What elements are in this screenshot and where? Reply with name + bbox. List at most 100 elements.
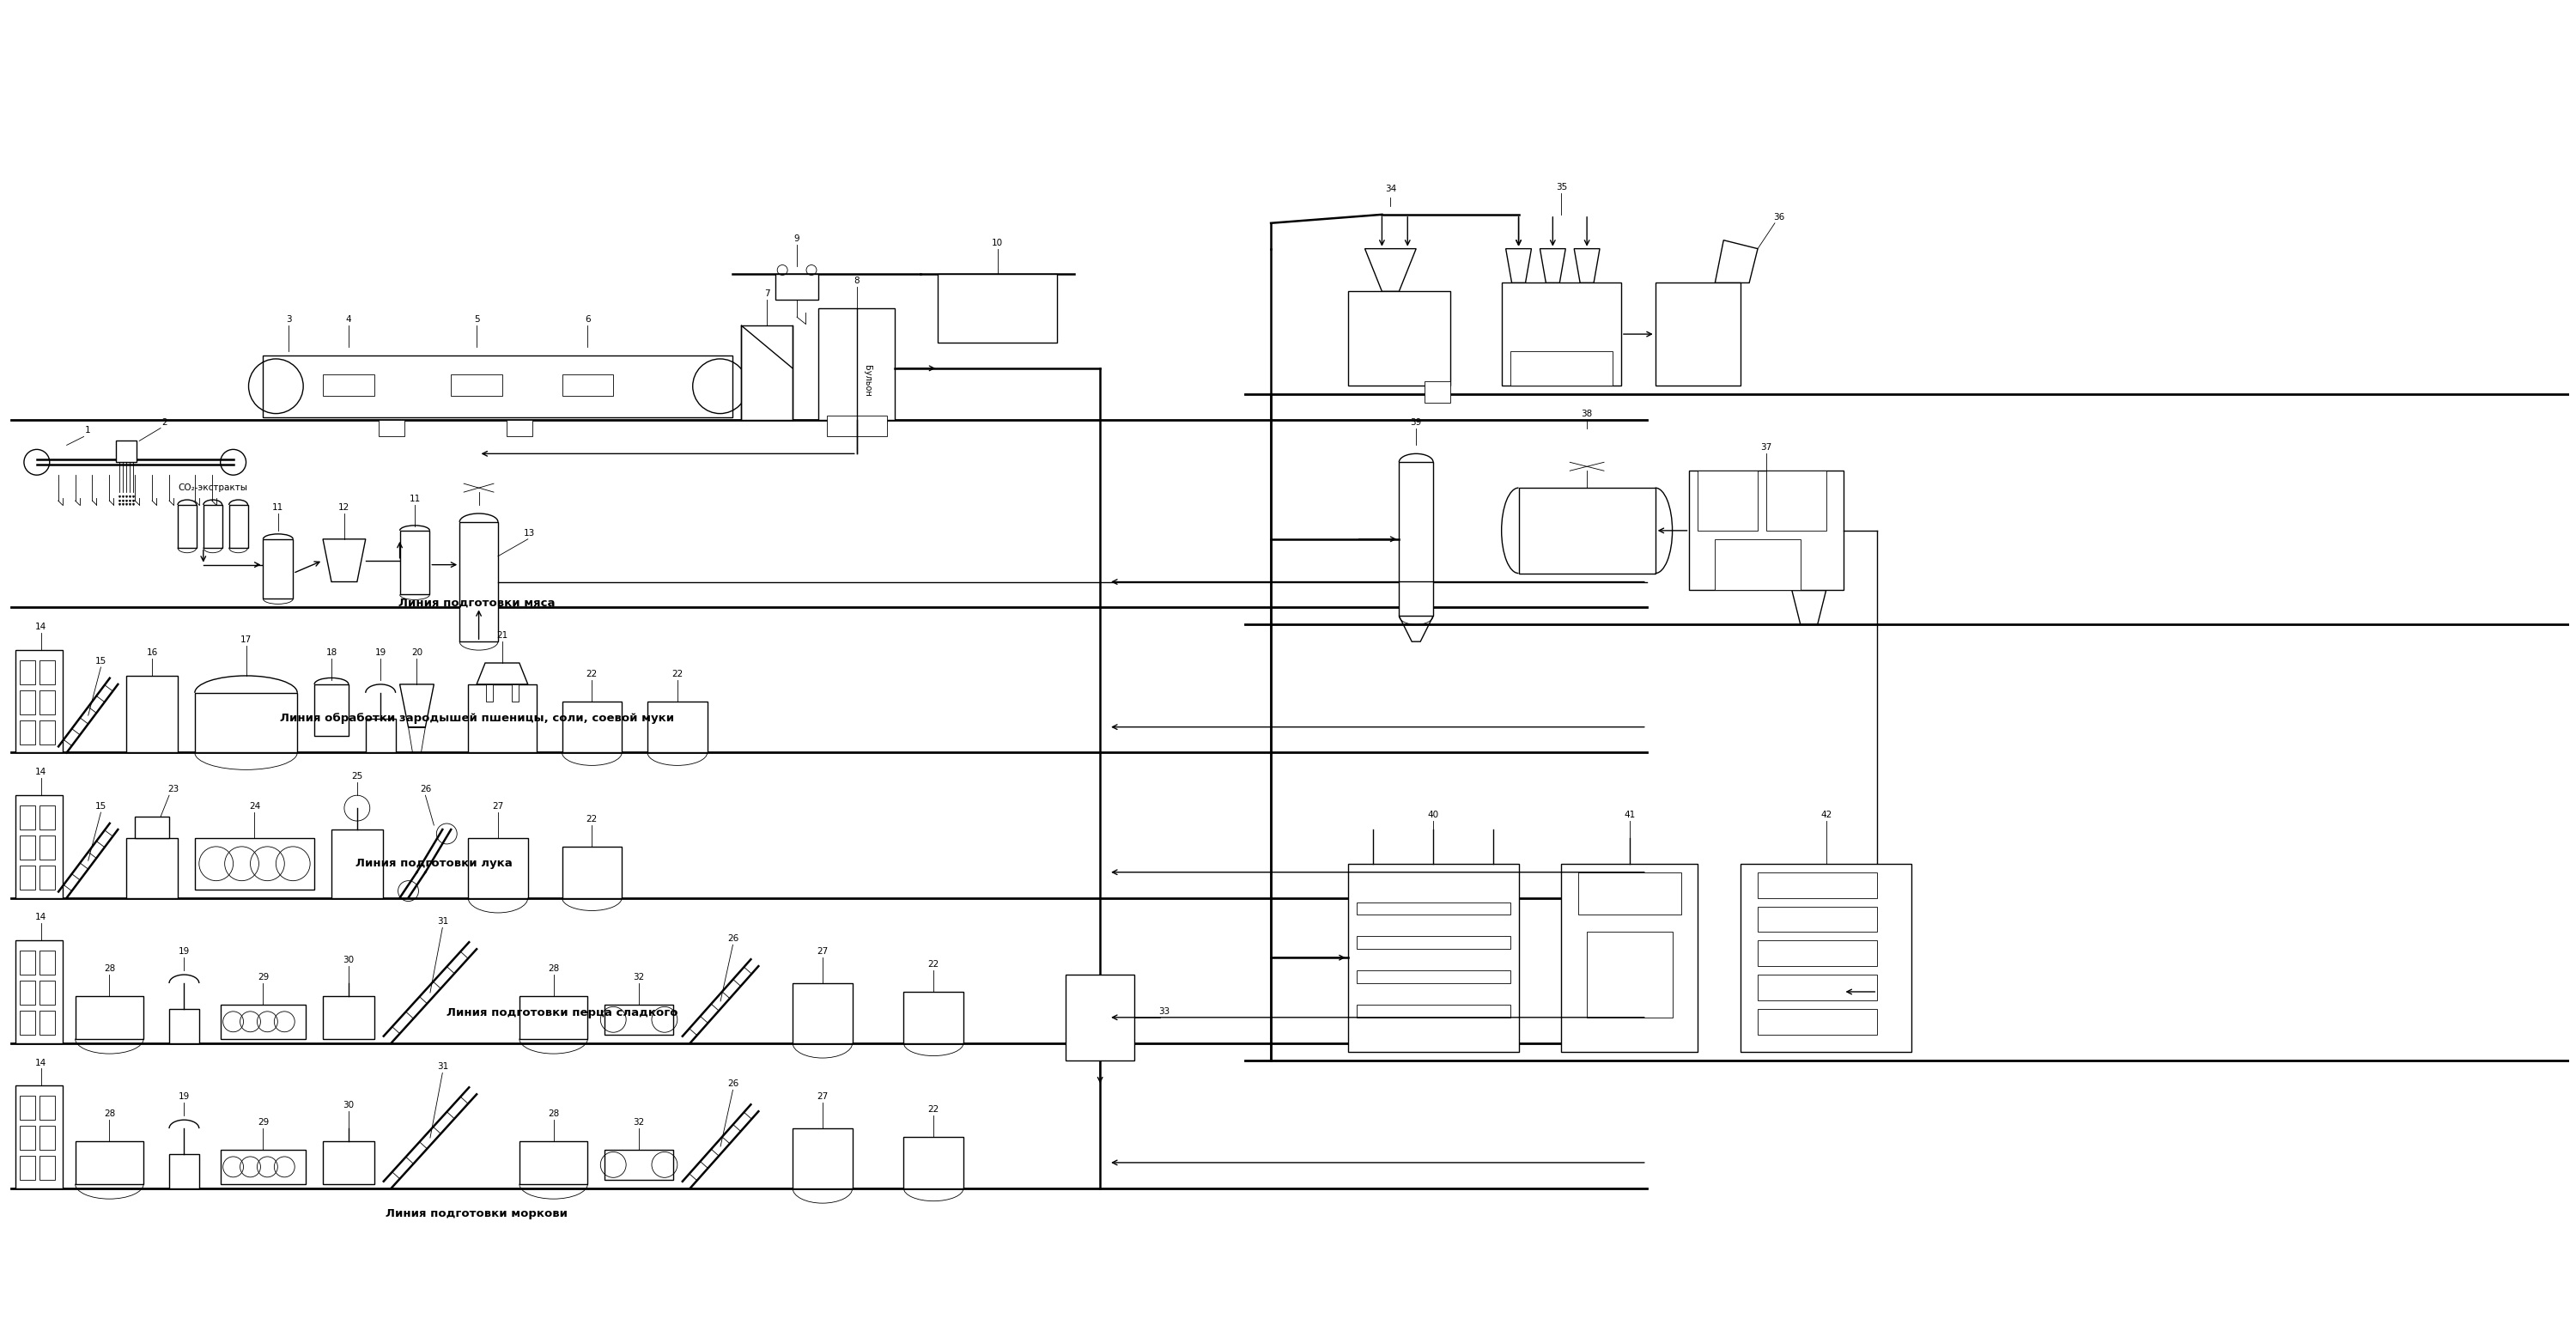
Bar — [1425, 381, 1450, 402]
Text: 28: 28 — [549, 964, 559, 973]
Bar — [39, 951, 54, 975]
Bar — [39, 836, 54, 860]
Text: 35: 35 — [1556, 183, 1566, 191]
Text: 27: 27 — [817, 1092, 829, 1102]
Bar — [1587, 932, 1672, 1017]
Bar — [21, 1096, 36, 1120]
Bar — [520, 996, 587, 1039]
Bar — [507, 420, 533, 437]
Text: 8: 8 — [853, 277, 860, 285]
Bar — [1358, 1004, 1510, 1017]
Text: 22: 22 — [672, 670, 683, 678]
Bar — [520, 1142, 587, 1185]
Bar — [1520, 488, 1656, 574]
Text: 23: 23 — [167, 785, 180, 794]
Bar — [513, 685, 518, 702]
Text: 1: 1 — [85, 427, 90, 435]
Text: 40: 40 — [1427, 810, 1440, 820]
Bar — [322, 1142, 374, 1185]
Text: 31: 31 — [438, 917, 448, 927]
Bar — [399, 531, 430, 595]
Bar — [196, 693, 296, 753]
Text: 33: 33 — [1159, 1007, 1170, 1016]
Bar — [1698, 471, 1757, 531]
Bar — [39, 1126, 54, 1150]
Bar — [1579, 872, 1682, 915]
Bar — [742, 326, 793, 420]
Bar — [39, 1155, 54, 1179]
Bar — [938, 274, 1056, 342]
Text: 2: 2 — [162, 417, 167, 427]
Bar — [1757, 940, 1878, 967]
Bar — [1510, 352, 1613, 385]
Text: 28: 28 — [103, 1110, 116, 1118]
Bar — [469, 838, 528, 898]
Bar — [314, 685, 348, 735]
Bar — [170, 1154, 198, 1189]
Text: 20: 20 — [412, 648, 422, 656]
Text: 28: 28 — [549, 1110, 559, 1118]
Bar — [1690, 471, 1844, 591]
Bar — [332, 829, 384, 898]
Text: 31: 31 — [438, 1063, 448, 1071]
Bar — [21, 980, 36, 1004]
Text: 11: 11 — [273, 503, 283, 512]
Bar — [39, 660, 54, 685]
Bar — [562, 846, 621, 898]
Text: Линия подготовки лука: Линия подготовки лука — [355, 858, 513, 869]
Bar — [39, 690, 54, 714]
Bar — [21, 1155, 36, 1179]
Text: 10: 10 — [992, 238, 1002, 247]
Text: 7: 7 — [765, 290, 770, 298]
Bar — [21, 865, 36, 889]
Text: 19: 19 — [178, 948, 191, 956]
Text: 17: 17 — [240, 635, 252, 644]
Text: 14: 14 — [36, 767, 46, 777]
Text: 28: 28 — [103, 964, 116, 973]
Bar — [15, 940, 62, 1043]
Bar — [1716, 539, 1801, 591]
Bar — [75, 1142, 144, 1185]
Text: 32: 32 — [634, 1118, 644, 1127]
Bar — [21, 806, 36, 829]
Bar — [39, 980, 54, 1004]
Bar — [75, 996, 144, 1039]
Text: 15: 15 — [95, 802, 106, 810]
Bar — [178, 505, 196, 548]
Text: 26: 26 — [420, 785, 430, 794]
Bar — [1502, 283, 1620, 385]
Text: 25: 25 — [350, 773, 363, 781]
Text: 13: 13 — [523, 529, 536, 537]
Text: CO₂-экстракты: CO₂-экстракты — [178, 484, 247, 492]
Bar — [1757, 906, 1878, 932]
Bar — [126, 675, 178, 753]
Text: 22: 22 — [927, 960, 940, 969]
Bar — [451, 374, 502, 396]
Bar — [21, 1126, 36, 1150]
Text: Линия подготовки перца сладкого: Линия подготовки перца сладкого — [446, 1008, 677, 1019]
Bar — [21, 951, 36, 975]
Text: 14: 14 — [36, 1059, 46, 1067]
Text: 36: 36 — [1772, 213, 1785, 222]
Bar — [15, 796, 62, 898]
Text: 26: 26 — [726, 1080, 739, 1088]
Text: 6: 6 — [585, 316, 590, 324]
Bar — [904, 1136, 963, 1189]
Bar — [170, 1009, 198, 1043]
Text: 14: 14 — [36, 913, 46, 921]
Text: 26: 26 — [726, 935, 739, 943]
Bar — [1347, 291, 1450, 385]
Text: 14: 14 — [36, 623, 46, 631]
Bar — [793, 1128, 853, 1189]
Bar — [39, 1096, 54, 1120]
Text: 12: 12 — [337, 503, 350, 512]
Bar — [1358, 902, 1510, 915]
Bar — [562, 374, 613, 396]
Bar — [487, 685, 492, 702]
Text: 22: 22 — [927, 1106, 940, 1114]
Bar — [459, 521, 497, 642]
Text: 15: 15 — [95, 656, 106, 666]
Bar — [1757, 975, 1878, 1000]
Text: 22: 22 — [587, 816, 598, 824]
Bar — [1757, 1009, 1878, 1035]
